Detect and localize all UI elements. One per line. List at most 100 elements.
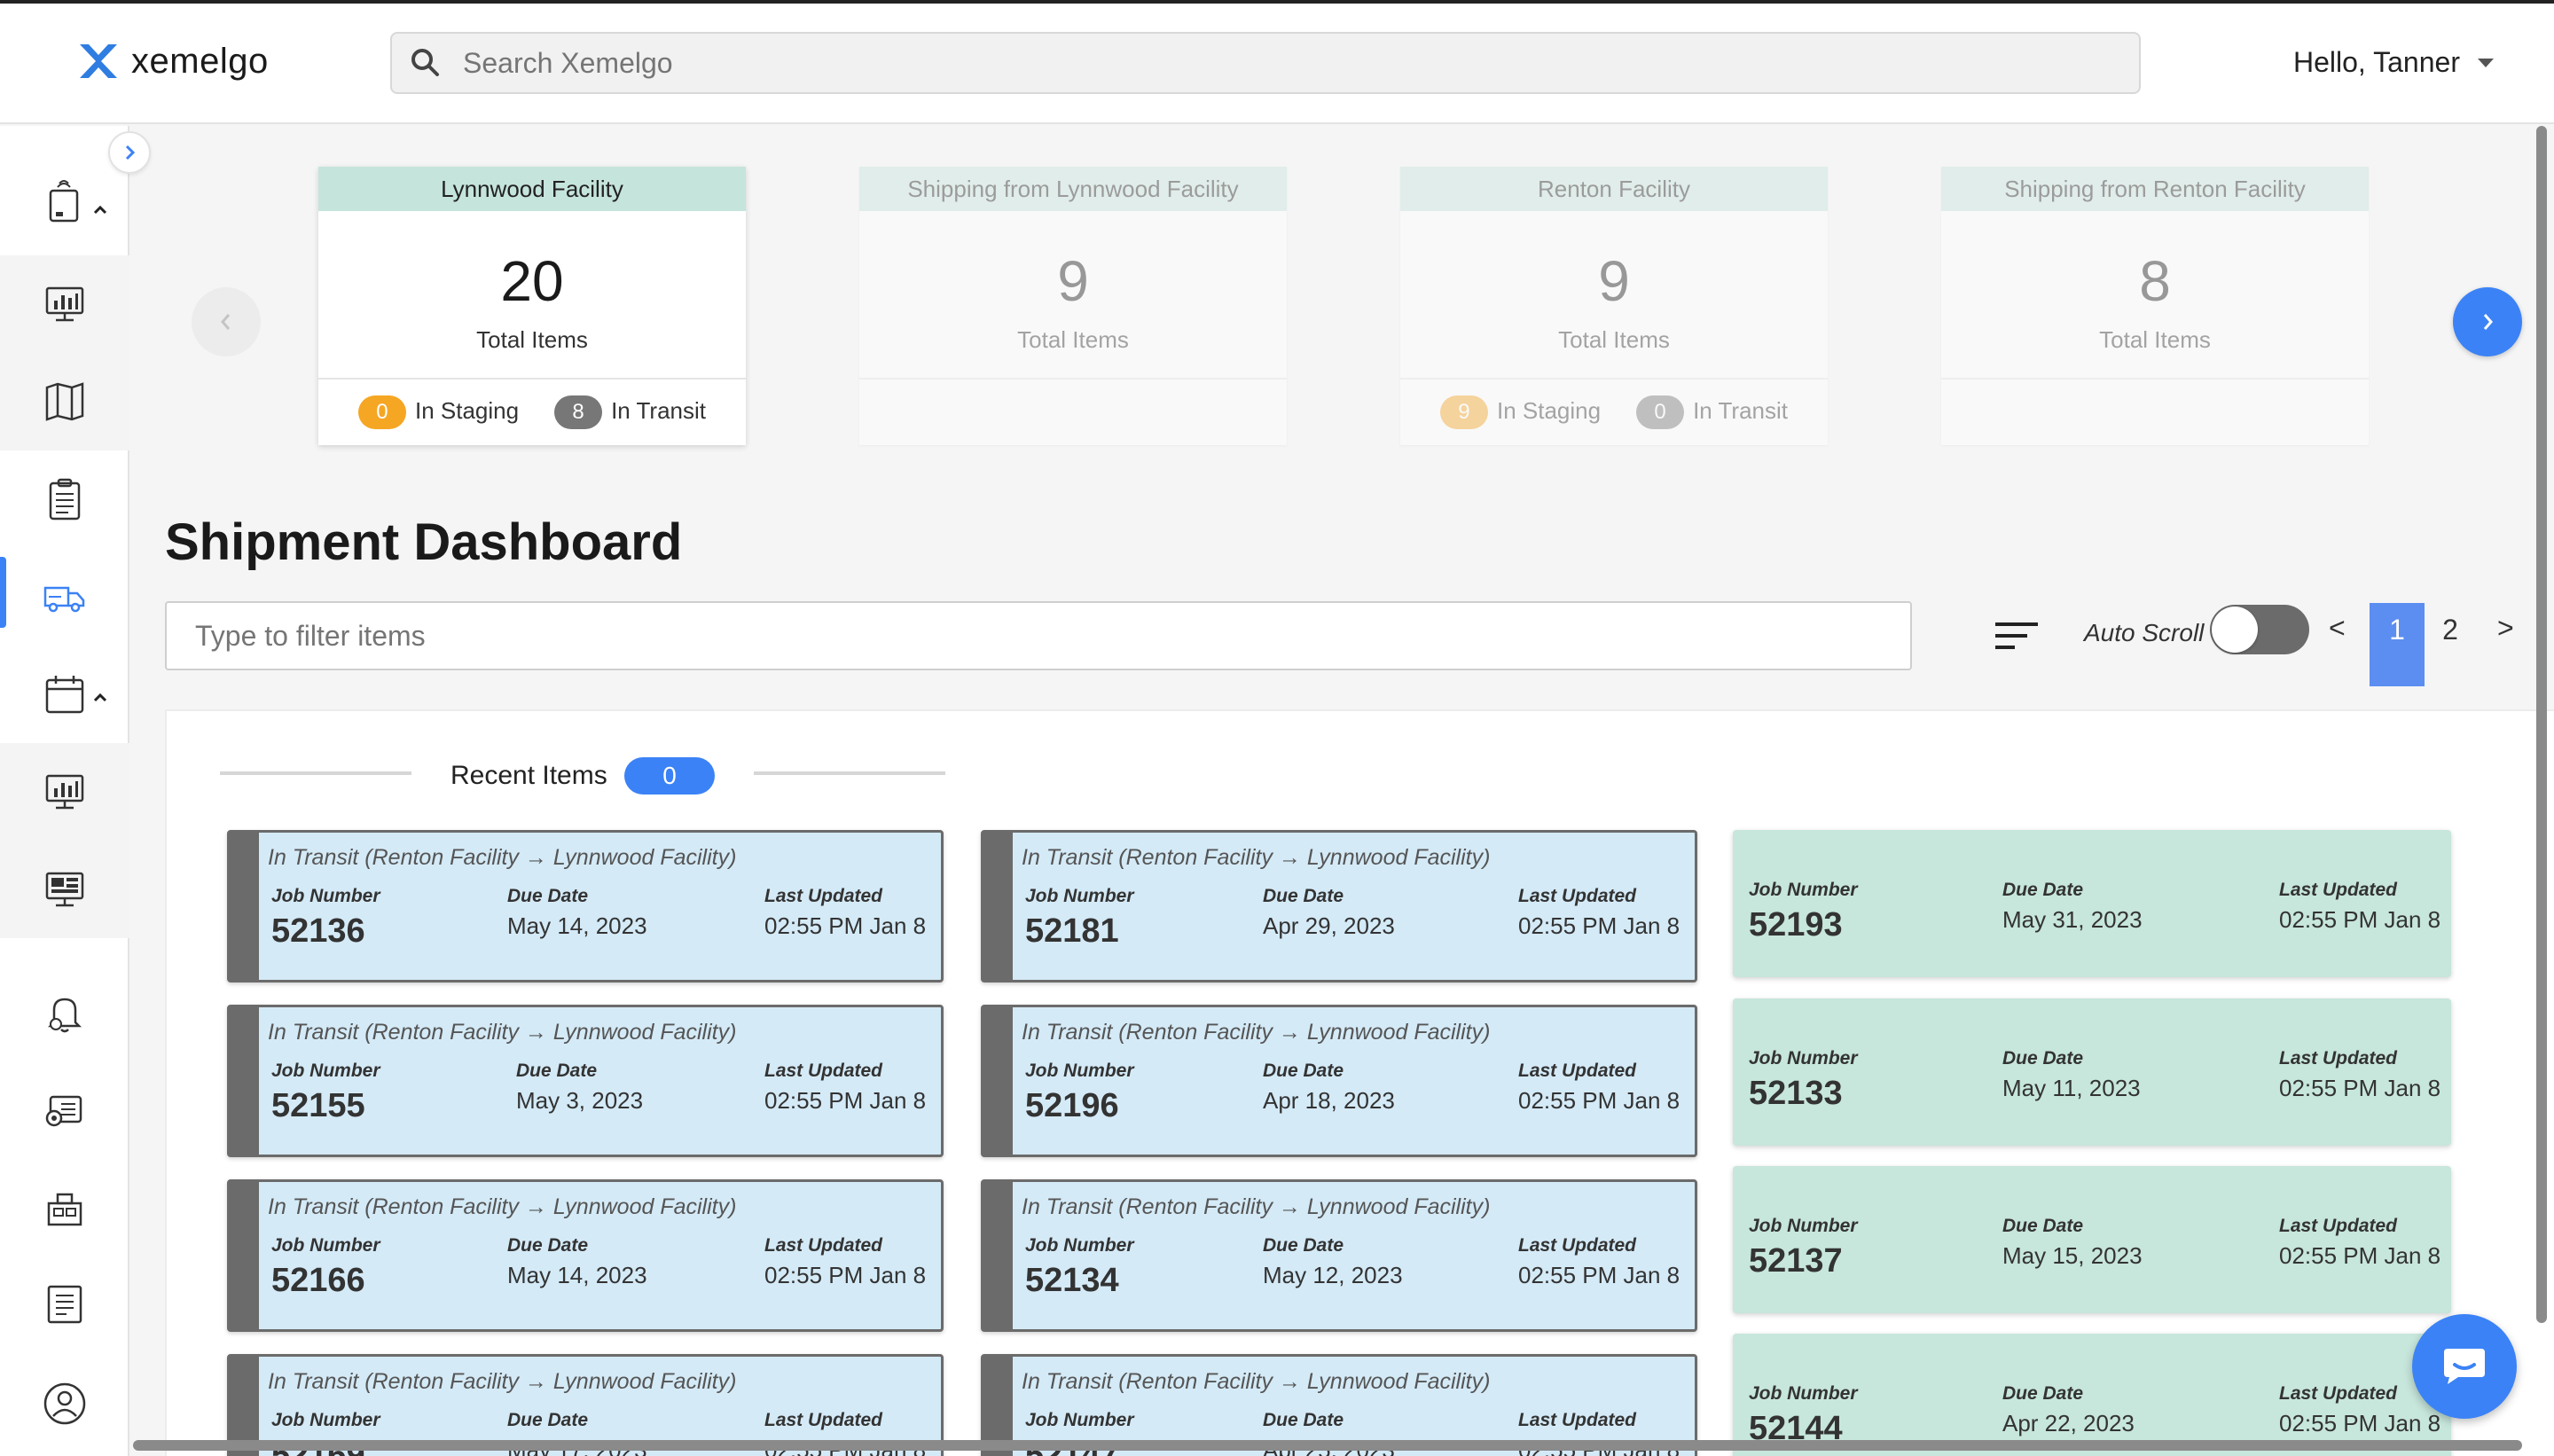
stat-card-title: Renton Facility (1400, 167, 1828, 211)
job-card[interactable]: In Transit (Renton Facility → Lynnwood F… (227, 1179, 944, 1332)
job-card[interactable]: In Transit (Renton Facility → Lynnwood F… (981, 1354, 1697, 1456)
toggle-knob (2212, 607, 2258, 653)
stat-card-shipping-renton[interactable]: Shipping from Renton Facility 8 Total It… (1941, 167, 2369, 445)
map-icon (45, 382, 84, 421)
sidebar-item-map[interactable] (0, 353, 129, 450)
last-updated: 02:55 PM Jan 8 (2279, 1242, 2441, 1269)
job-card[interactable]: Job Number 52144 Due Date Apr 22, 2023 L… (1733, 1334, 2451, 1456)
job-card[interactable]: Job Number 52133 Due Date May 11, 2023 L… (1733, 998, 2451, 1146)
divider (220, 771, 411, 775)
stat-card-lynnwood[interactable]: Lynnwood Facility 20 Total Items 0 In Sta… (318, 167, 746, 445)
chevron-up-icon[interactable] (92, 202, 108, 218)
job-card[interactable]: In Transit (Renton Facility → Lynnwood F… (981, 1005, 1697, 1157)
app-logo[interactable]: xemelgo (78, 41, 269, 82)
sidebar-item-item-settings[interactable] (0, 1062, 129, 1160)
user-greeting: Hello, Tanner (2293, 46, 2460, 78)
vertical-scrollbar[interactable] (2536, 126, 2547, 1323)
last-updated: 02:55 PM Jan 8 (1518, 1087, 1680, 1114)
page-title: Shipment Dashboard (165, 513, 683, 571)
staging-label: In Staging (1496, 397, 1602, 424)
last-updated-label: Last Updated (2279, 1048, 2398, 1069)
job-card[interactable]: In Transit (Renton Facility → Lynnwood F… (981, 1179, 1697, 1332)
pager-page-1[interactable]: 1 (2370, 603, 2425, 686)
sidebar-item-schedule[interactable] (0, 646, 129, 743)
auto-scroll-label: Auto Scroll (2084, 619, 2205, 646)
due-date-label: Due Date (1263, 1061, 1344, 1081)
recent-items-title: Recent Items (450, 761, 607, 790)
job-status: In Transit (Renton Facility → Lynnwood F… (1022, 1194, 1491, 1219)
job-card[interactable]: Job Number 52137 Due Date May 15, 2023 L… (1733, 1166, 2451, 1313)
job-number-label: Job Number (1749, 1048, 1858, 1069)
staging-count-badge: 0 (357, 395, 406, 429)
job-number-label: Job Number (271, 886, 380, 906)
job-card[interactable]: In Transit (Renton Facility → Lynnwood F… (981, 830, 1697, 982)
pager-page-2[interactable]: 2 (2442, 614, 2458, 646)
tag-icon (49, 180, 79, 223)
sidebar-item-reports[interactable] (0, 1256, 129, 1353)
chevron-up-icon[interactable] (92, 690, 108, 706)
chat-button[interactable] (2412, 1314, 2517, 1419)
horizontal-scrollbar[interactable] (133, 1440, 2522, 1451)
stat-card-shipping-lynnwood[interactable]: Shipping from Lynnwood Facility 9 Total … (859, 167, 1287, 445)
job-card[interactable]: In Transit (Renton Facility → Lynnwood F… (227, 1005, 944, 1157)
pager-prev-button[interactable]: < (2329, 612, 2346, 644)
last-updated-label: Last Updated (1518, 886, 1637, 906)
sidebar-item-dashboard[interactable] (0, 255, 129, 353)
sidebar-expand-button[interactable] (108, 131, 151, 174)
xemelgo-logo-icon (80, 44, 117, 78)
carousel-next-button[interactable] (2453, 287, 2522, 356)
due-date-label: Due Date (507, 1410, 589, 1430)
user-menu[interactable]: Hello, Tanner (2293, 46, 2494, 79)
last-updated-label: Last Updated (764, 1410, 883, 1430)
stat-card-label: Total Items (1017, 326, 1129, 353)
sidebar-item-profile[interactable] (0, 1355, 129, 1452)
last-updated: 02:55 PM Jan 8 (1518, 1262, 1680, 1288)
sidebar-item-alerts[interactable] (0, 965, 129, 1062)
window-top-border (0, 0, 2554, 4)
monitor-icon (45, 872, 84, 907)
transit-count-badge: 8 (554, 395, 603, 429)
filter-field[interactable] (165, 601, 1912, 670)
due-date: May 3, 2023 (516, 1087, 644, 1114)
sidebar-item-schedule-dashboard[interactable] (0, 743, 129, 841)
staging-summary: 0 In Staging (357, 395, 519, 429)
job-card[interactable]: In Transit (Renton Facility → Lynnwood F… (227, 830, 944, 982)
due-date: Apr 29, 2023 (1263, 912, 1395, 939)
pager-next-button[interactable]: > (2497, 612, 2514, 644)
stat-card-footer (859, 378, 1287, 445)
sidebar (0, 126, 129, 1456)
due-date: May 11, 2023 (2002, 1075, 2141, 1101)
auto-scroll-toggle[interactable] (2210, 605, 2309, 654)
due-date: May 14, 2023 (507, 912, 647, 939)
sort-icon[interactable] (1994, 619, 2040, 653)
dashboard-icon (45, 774, 84, 810)
job-status: In Transit (Renton Facility → Lynnwood F… (1022, 845, 1491, 870)
sidebar-item-tags[interactable] (0, 153, 129, 250)
job-number: 52181 (1025, 912, 1119, 950)
filter-input[interactable] (167, 603, 1910, 669)
job-card[interactable]: Job Number 52193 Due Date May 31, 2023 L… (1733, 830, 2451, 977)
sidebar-item-orders[interactable] (0, 450, 129, 548)
chevron-left-icon (221, 314, 231, 330)
transit-count-badge: 0 (1636, 395, 1685, 429)
job-number-label: Job Number (1025, 1061, 1134, 1081)
last-updated: 02:55 PM Jan 8 (764, 1262, 927, 1288)
due-date-label: Due Date (1263, 1235, 1344, 1256)
sidebar-item-inventory[interactable] (0, 1160, 129, 1257)
last-updated: 02:55 PM Jan 8 (2279, 1075, 2441, 1101)
app-header: xemelgo Hello, Tanner (0, 4, 2554, 124)
stat-card-renton[interactable]: Renton Facility 9 Total Items 9 In Stagin… (1400, 167, 1828, 445)
carousel-prev-button[interactable] (192, 287, 261, 356)
transit-label: In Transit (1693, 397, 1789, 424)
user-icon (43, 1382, 86, 1425)
search-bar[interactable] (390, 32, 2141, 94)
last-updated-label: Last Updated (2279, 1216, 2398, 1236)
search-input[interactable] (463, 46, 2139, 80)
chevron-right-icon (2483, 314, 2493, 330)
report-icon (47, 1285, 82, 1324)
sidebar-item-display[interactable] (0, 841, 129, 938)
job-number-label: Job Number (271, 1235, 380, 1256)
stat-card-count: 20 (500, 249, 564, 313)
job-number: 52193 (1749, 906, 1843, 943)
sidebar-item-shipments[interactable] (0, 548, 129, 646)
